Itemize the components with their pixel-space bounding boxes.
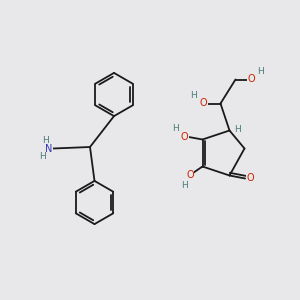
Text: H: H [40, 152, 46, 161]
Text: H: H [43, 136, 49, 145]
Text: O: O [200, 98, 207, 109]
Text: O: O [186, 170, 194, 180]
Text: O: O [246, 173, 254, 184]
Text: N: N [45, 143, 52, 154]
Text: H: H [257, 67, 263, 76]
Text: O: O [248, 74, 256, 85]
Text: H: H [172, 124, 179, 133]
Text: H: H [190, 91, 197, 100]
Text: O: O [181, 132, 189, 142]
Text: H: H [181, 181, 188, 190]
Text: H: H [234, 124, 241, 134]
